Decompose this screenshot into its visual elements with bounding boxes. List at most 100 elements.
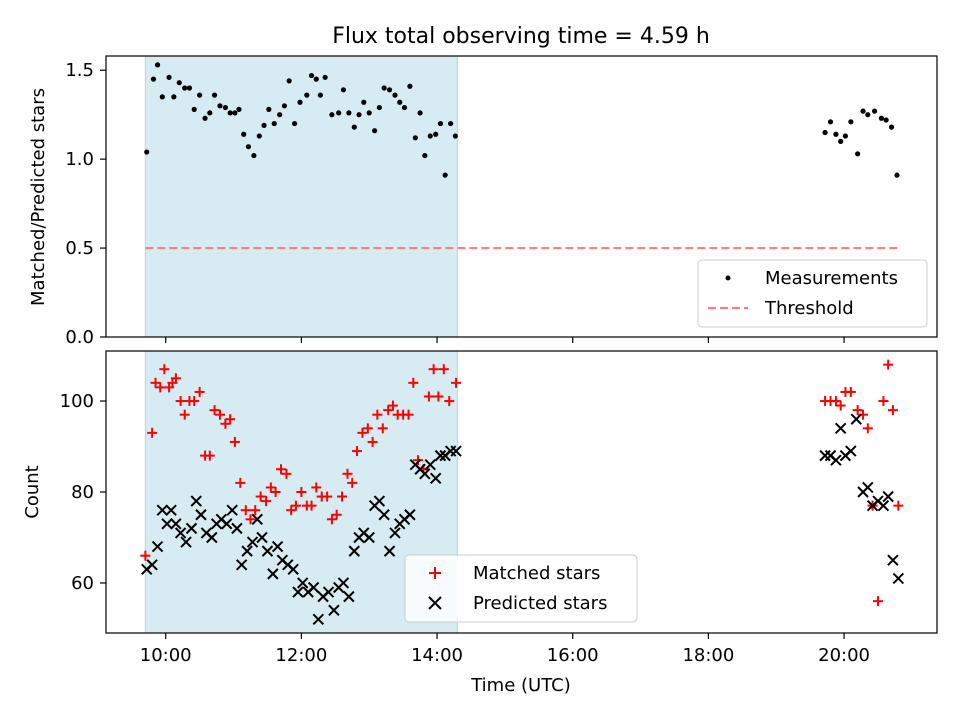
matched-star-point <box>893 500 904 511</box>
matched-star-point <box>413 455 424 466</box>
legend-measurements-label: Measurements <box>765 268 898 289</box>
measurement-point <box>412 135 418 141</box>
predicted-star-point <box>267 568 279 580</box>
predicted-star-point <box>292 586 304 598</box>
predicted-star-point <box>830 454 842 466</box>
legend-predicted-label: Predicted stars <box>473 593 607 614</box>
x-tick-label: 18:00 <box>682 645 734 666</box>
matched-star-point <box>428 364 439 375</box>
top-axis-ticks: 0.0 0.5 1.0 1.5 <box>65 60 845 348</box>
matched-star-point <box>159 364 170 375</box>
matched-star-point <box>225 414 236 425</box>
matched-star-point <box>357 427 368 438</box>
matched-star-point <box>423 391 434 402</box>
measurement-point <box>838 138 844 144</box>
matched-star-point <box>862 423 873 434</box>
predicted-star-point <box>882 490 894 503</box>
matched-star-point <box>204 450 215 461</box>
y-tick-label: 0.5 <box>65 238 94 259</box>
matched-star-point <box>372 409 383 420</box>
predicted-star-point <box>322 586 335 598</box>
bottom-legend: Matched stars Predicted stars <box>404 554 638 623</box>
measurement-point <box>297 99 303 105</box>
x-tick-label: 16:00 <box>547 645 599 666</box>
top-legend: Measurements Threshold <box>697 259 928 328</box>
measurement-point <box>381 85 387 91</box>
measurement-point <box>232 110 238 116</box>
measurement-point <box>417 110 423 116</box>
measurement-point <box>197 92 203 98</box>
measurement-point <box>329 112 335 118</box>
matched-star-point <box>245 514 256 525</box>
measurement-point <box>271 120 277 127</box>
measurement-point <box>166 74 172 80</box>
top-highlight-span <box>144 55 458 338</box>
predicted-star-point <box>307 581 320 594</box>
x-tick-label: 10:00 <box>140 645 192 666</box>
measurement-point <box>356 112 362 118</box>
matched-star-point <box>408 377 419 388</box>
predicted-star-point <box>389 527 401 539</box>
measurement-point <box>448 120 454 127</box>
matched-star-point <box>438 364 449 375</box>
matched-star-point <box>220 418 231 429</box>
predicted-star-point <box>156 504 169 516</box>
measurement-point <box>340 87 347 93</box>
matched-star-point <box>175 396 186 407</box>
predicted-star-point <box>261 545 274 557</box>
measurement-point <box>336 110 342 116</box>
matched-star-point <box>337 491 348 502</box>
measurement-point <box>442 172 448 178</box>
bottom-panel: 10:00 12:00 14:00 16:00 18:00 20:00 60 80 100 Co… <box>22 350 938 696</box>
y-tick-label: 80 <box>71 482 94 503</box>
measurement-point <box>376 104 382 111</box>
matched-star-point <box>830 396 841 407</box>
matched-star-point <box>351 446 362 457</box>
measurement-point <box>407 83 413 89</box>
top-panel: 0.0 0.5 1.0 1.5 Matched/Predicted stars Mea… <box>28 55 938 348</box>
measurement-point <box>241 131 247 137</box>
matched-star-point <box>367 436 378 447</box>
measurement-point <box>286 78 292 84</box>
matched-star-point <box>281 468 292 479</box>
measurement-point <box>154 62 161 68</box>
matched-star-point <box>433 391 444 402</box>
matched-star-point <box>845 386 856 397</box>
measurement-point <box>211 92 218 98</box>
matched-star-point <box>326 514 337 525</box>
measurement-point <box>427 133 433 139</box>
predicted-star-point <box>297 577 309 589</box>
predicted-star-point <box>363 531 375 544</box>
measurement-point <box>386 87 393 93</box>
measurement-point <box>277 112 283 118</box>
predicted-star-point <box>151 540 164 553</box>
matched-star-point <box>214 409 225 420</box>
measurement-point <box>291 120 298 127</box>
predicted-star-point <box>434 449 447 462</box>
predicted-star-point <box>373 495 386 507</box>
matched-star-point <box>311 482 322 493</box>
predicted-star-point <box>845 445 857 457</box>
predicted-star-point <box>383 545 396 557</box>
matched-star-point <box>147 427 158 438</box>
matched-star-point <box>296 487 307 497</box>
measurement-point <box>860 108 866 114</box>
predicted-star-point <box>206 531 218 544</box>
measurement-point <box>437 120 444 127</box>
measurement-point <box>871 108 878 114</box>
legend-matched-label: Matched stars <box>473 563 600 584</box>
matched-star-point <box>322 491 333 502</box>
matched-star-point <box>179 409 190 420</box>
matched-star-point <box>140 550 151 561</box>
measurement-point <box>308 72 315 79</box>
predicted-star-points <box>140 413 905 626</box>
predicted-star-point <box>195 509 207 521</box>
predicted-star-point <box>146 559 158 571</box>
y-tick-label: 1.0 <box>65 149 94 170</box>
measurement-point <box>159 94 165 100</box>
measurement-point <box>878 115 884 121</box>
measurement-point <box>171 94 177 100</box>
matched-star-point <box>387 400 398 411</box>
measurement-point <box>245 144 252 150</box>
predicted-star-point <box>328 604 340 616</box>
